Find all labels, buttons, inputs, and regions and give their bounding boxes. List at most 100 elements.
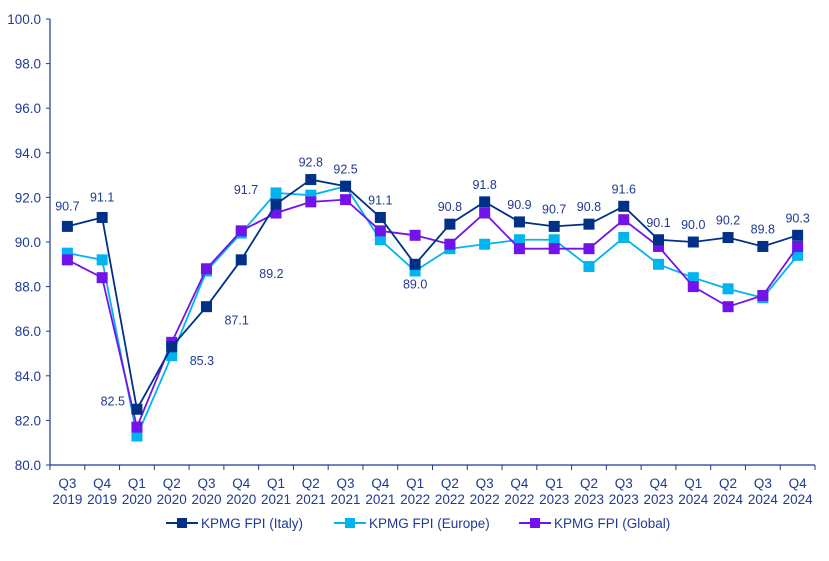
data-point-2 xyxy=(792,240,804,252)
x-tick-label-quarter: Q2 xyxy=(302,476,320,491)
data-label: 89.8 xyxy=(751,222,775,236)
data-point-2 xyxy=(96,272,108,284)
data-label: 90.8 xyxy=(577,200,601,214)
data-label: 89.0 xyxy=(403,277,427,291)
y-tick-label: 86.0 xyxy=(15,324,41,339)
data-point-1 xyxy=(409,265,421,277)
data-label: 92.8 xyxy=(299,156,323,170)
data-point-1 xyxy=(166,350,178,362)
legend-marker xyxy=(177,518,187,528)
y-tick-label: 82.0 xyxy=(15,413,41,428)
x-tick-label-quarter: Q4 xyxy=(650,476,669,491)
data-label: 90.7 xyxy=(55,199,79,213)
x-tick-label-year: 2022 xyxy=(400,492,430,507)
data-point-2 xyxy=(270,207,282,219)
x-tick-label-quarter: Q1 xyxy=(406,476,424,491)
data-label: 82.5 xyxy=(101,394,125,408)
data-point-0 xyxy=(548,220,560,232)
data-label: 85.3 xyxy=(190,354,214,368)
data-point-0 xyxy=(166,341,178,353)
x-tick-label-quarter: Q3 xyxy=(615,476,633,491)
data-point-1 xyxy=(479,238,491,250)
legend-label: KPMG FPI (Global) xyxy=(554,516,670,531)
data-label: 91.6 xyxy=(612,182,636,196)
x-tick-label-quarter: Q1 xyxy=(545,476,563,491)
data-point-2 xyxy=(479,207,491,219)
x-tick-label-year: 2024 xyxy=(783,492,814,507)
x-tick-label-quarter: Q3 xyxy=(58,476,76,491)
x-tick-label-year: 2021 xyxy=(365,492,395,507)
y-tick-label: 90.0 xyxy=(15,235,41,250)
legend-marker xyxy=(530,518,540,528)
data-label: 90.3 xyxy=(785,211,809,225)
data-point-1 xyxy=(653,258,665,270)
legend-marker xyxy=(345,518,355,528)
x-tick-label-year: 2020 xyxy=(157,492,187,507)
data-point-1 xyxy=(513,234,525,246)
data-point-1 xyxy=(270,187,282,199)
y-tick-label: 98.0 xyxy=(15,57,41,72)
x-tick-label-quarter: Q3 xyxy=(197,476,215,491)
x-tick-label-quarter: Q2 xyxy=(441,476,459,491)
x-tick-label-quarter: Q3 xyxy=(337,476,355,491)
data-label: 87.1 xyxy=(224,314,248,328)
data-point-1 xyxy=(792,249,804,261)
data-point-0 xyxy=(722,232,734,244)
x-tick-label-quarter: Q4 xyxy=(232,476,251,491)
data-point-2 xyxy=(61,254,73,266)
x-tick-label-year: 2022 xyxy=(435,492,465,507)
x-tick-label-year: 2024 xyxy=(713,492,744,507)
data-point-0 xyxy=(513,216,525,228)
x-tick-label-year: 2024 xyxy=(678,492,709,507)
data-point-2 xyxy=(513,243,525,255)
data-point-2 xyxy=(757,290,769,302)
y-tick-label: 100.0 xyxy=(7,12,41,27)
data-point-0 xyxy=(61,220,73,232)
data-label: 90.2 xyxy=(716,214,740,228)
data-point-1 xyxy=(96,254,108,266)
data-point-2 xyxy=(340,194,352,206)
x-tick-label-year: 2020 xyxy=(226,492,256,507)
x-tick-label-year: 2021 xyxy=(261,492,291,507)
data-label: 90.9 xyxy=(507,198,531,212)
data-point-2 xyxy=(653,240,665,252)
y-tick-label: 84.0 xyxy=(15,369,41,384)
data-point-2 xyxy=(374,225,386,237)
data-point-2 xyxy=(444,238,456,250)
x-tick-label-year: 2022 xyxy=(470,492,500,507)
x-tick-label-quarter: Q3 xyxy=(476,476,494,491)
data-point-1 xyxy=(374,234,386,246)
x-tick-label-quarter: Q4 xyxy=(510,476,529,491)
data-point-0 xyxy=(792,229,804,241)
data-point-1 xyxy=(305,189,317,201)
x-tick-label-quarter: Q2 xyxy=(580,476,598,491)
data-point-0 xyxy=(305,174,317,186)
data-label: 91.1 xyxy=(90,190,114,204)
x-tick-label-year: 2019 xyxy=(87,492,117,507)
x-tick-label-quarter: Q1 xyxy=(267,476,285,491)
data-point-2 xyxy=(409,229,421,241)
data-point-2 xyxy=(722,301,734,313)
data-point-1 xyxy=(618,232,630,244)
data-point-0 xyxy=(270,198,282,210)
x-tick-label-year: 2024 xyxy=(748,492,779,507)
x-tick-label-quarter: Q4 xyxy=(371,476,390,491)
data-point-0 xyxy=(757,240,769,252)
x-tick-label-year: 2020 xyxy=(191,492,221,507)
y-tick-label: 80.0 xyxy=(15,458,41,473)
series-line-2 xyxy=(66,198,799,431)
x-tick-label-quarter: Q2 xyxy=(163,476,181,491)
legend-label: KPMG FPI (Europe) xyxy=(369,516,490,531)
data-label: 90.8 xyxy=(438,200,462,214)
series-line-0 xyxy=(67,178,798,412)
data-label: 91.8 xyxy=(472,178,496,192)
data-point-2 xyxy=(687,281,699,293)
data-label: 90.7 xyxy=(542,202,566,216)
data-label: 89.2 xyxy=(259,267,283,281)
x-tick-label-year: 2019 xyxy=(52,492,82,507)
x-tick-label-year: 2023 xyxy=(574,492,604,507)
data-point-0 xyxy=(131,403,143,415)
x-tick-label-year: 2023 xyxy=(539,492,569,507)
data-point-0 xyxy=(653,234,665,246)
